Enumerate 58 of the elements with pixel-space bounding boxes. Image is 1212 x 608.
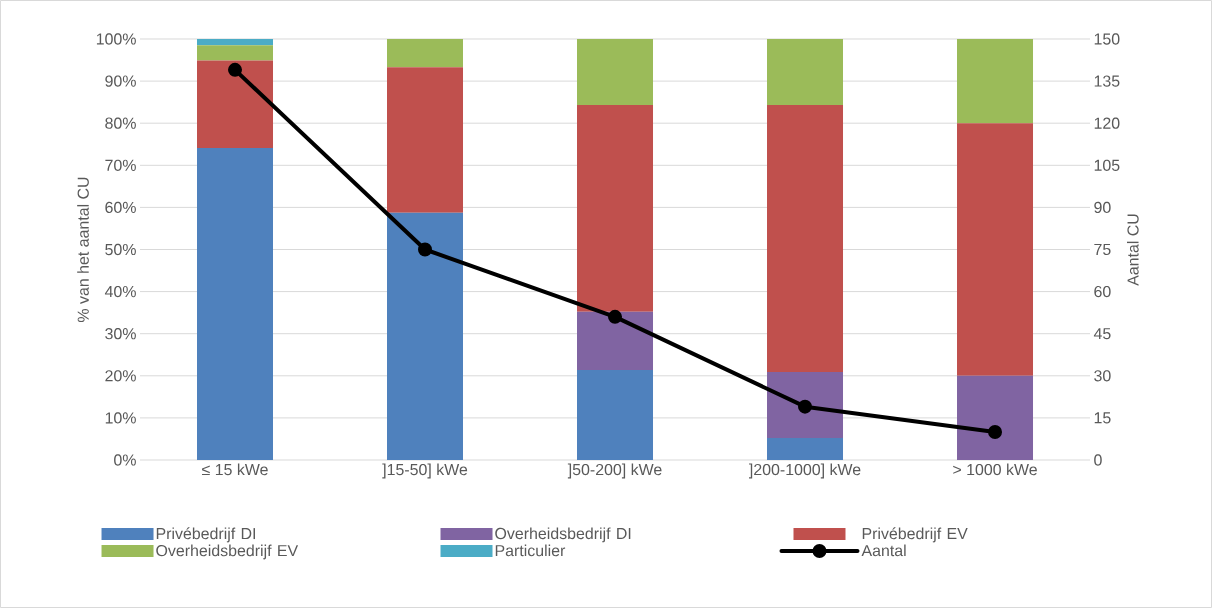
y-tick-label: 50% xyxy=(105,243,136,256)
x-tick-label: ≤ 15 kWe xyxy=(202,463,268,476)
legend-label: Overheidsbedrijf EV xyxy=(156,544,299,560)
y2-tick-label: 45 xyxy=(1093,328,1111,340)
bar xyxy=(387,39,463,68)
bar xyxy=(387,67,463,213)
bar xyxy=(387,212,463,460)
point xyxy=(798,399,813,414)
legend-label: Privébedrijf EV xyxy=(862,527,968,543)
legend-label: Overheidsbedrijf DI xyxy=(495,527,631,543)
x-tick-label: > 1000 kWe xyxy=(953,463,1037,476)
bar xyxy=(957,39,1034,124)
bar xyxy=(197,60,273,149)
bar xyxy=(957,375,1034,460)
y-tick-label: 100% xyxy=(96,33,136,45)
y-tick-label: 20% xyxy=(105,370,136,382)
bar xyxy=(197,45,273,61)
y-tick-label: 70% xyxy=(105,159,136,171)
y-tick-label: 30% xyxy=(105,328,136,340)
y-tick-label: 90% xyxy=(105,75,136,87)
bar xyxy=(957,123,1034,376)
y-axis-title: % van het aantal CU xyxy=(77,177,89,323)
bar xyxy=(197,148,273,460)
bar xyxy=(577,369,654,460)
bar xyxy=(767,105,844,373)
legend-label: Particulier xyxy=(495,544,566,557)
x-tick-label: ]15-50] kWe xyxy=(382,463,468,479)
y-tick-label: 10% xyxy=(105,412,136,424)
bar xyxy=(767,372,844,439)
point xyxy=(228,62,242,77)
bar xyxy=(577,105,654,312)
y2-axis-title: Aantal CU xyxy=(1126,214,1139,286)
y-tick-label: 40% xyxy=(104,285,136,298)
y2-tick-label: 150 xyxy=(1094,33,1120,45)
point xyxy=(608,309,623,324)
y2-tick-label: 60 xyxy=(1094,285,1111,298)
y2-tick-label: 75 xyxy=(1094,243,1111,256)
point xyxy=(988,424,1003,439)
legend-label: Aantal xyxy=(861,544,906,557)
bar xyxy=(577,39,654,106)
x-tick-label: ]200-1000] kWe xyxy=(749,463,861,479)
y2-tick-label: 30 xyxy=(1094,370,1111,382)
y2-tick-label: 135 xyxy=(1094,75,1120,87)
bar xyxy=(767,438,844,460)
x-tick-label: ]50-200] kWe xyxy=(567,463,662,479)
y-tick-label: 0% xyxy=(114,454,136,466)
y2-tick-label: 0 xyxy=(1094,454,1102,466)
y2-tick-label: 105 xyxy=(1094,159,1120,171)
bar xyxy=(197,39,273,46)
y2-tick-label: 90 xyxy=(1094,201,1111,214)
bar xyxy=(577,311,654,370)
point xyxy=(418,242,433,257)
y-tick-label: 60% xyxy=(105,201,136,214)
bar xyxy=(767,39,844,106)
y2-tick-label: 120 xyxy=(1094,117,1120,129)
legend-label: Privébedrijf DI xyxy=(156,527,255,543)
y2-tick-label: 15 xyxy=(1094,412,1111,424)
y-tick-label: 80% xyxy=(105,117,136,129)
